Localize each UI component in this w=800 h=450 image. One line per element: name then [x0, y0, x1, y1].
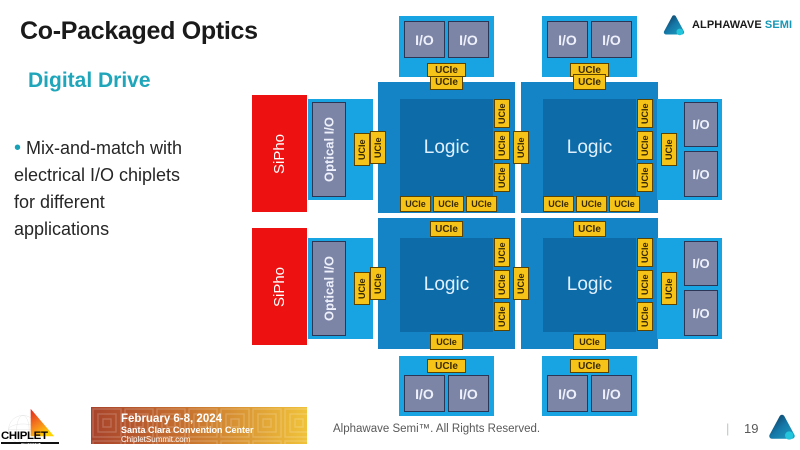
svg-text:February 6-8, 2024: February 6-8, 2024	[121, 413, 223, 425]
svg-text:ChipletSummit.com: ChipletSummit.com	[121, 435, 191, 444]
svg-text:Santa Clara Convention Center: Santa Clara Convention Center	[121, 425, 254, 435]
